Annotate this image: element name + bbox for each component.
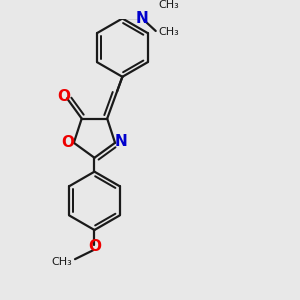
- Text: CH₃: CH₃: [158, 26, 179, 37]
- Text: O: O: [57, 89, 70, 104]
- Text: O: O: [61, 135, 74, 150]
- Text: N: N: [115, 134, 128, 149]
- Text: CH₃: CH₃: [158, 0, 179, 11]
- Text: CH₃: CH₃: [51, 257, 72, 267]
- Text: N: N: [135, 11, 148, 26]
- Text: O: O: [88, 239, 101, 254]
